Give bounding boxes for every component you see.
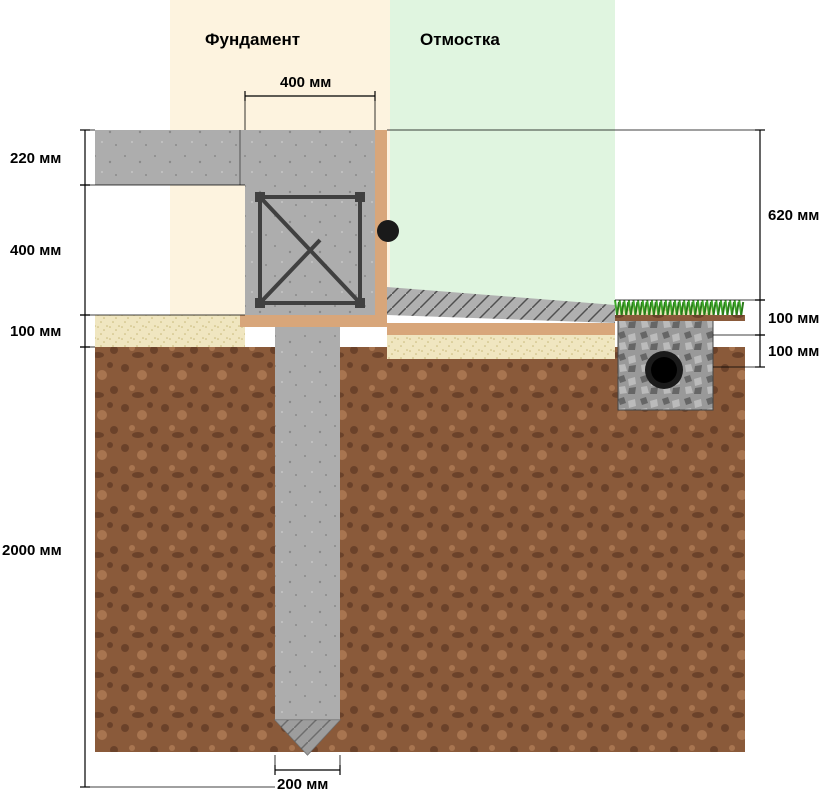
dim-100-left: 100 мм (10, 323, 61, 340)
dim-220: 220 мм (10, 150, 61, 167)
dim-100-r2: 100 мм (768, 343, 819, 360)
dim-400-top: 400 мм (280, 74, 331, 91)
dim-400-left: 400 мм (10, 242, 61, 259)
foundation-diagram (0, 0, 825, 803)
dim-2000: 2000 мм (2, 542, 62, 559)
dim-620: 620 мм (768, 207, 819, 224)
dim-100-r1: 100 мм (768, 310, 819, 327)
dim-200-bottom: 200 мм (277, 776, 328, 793)
